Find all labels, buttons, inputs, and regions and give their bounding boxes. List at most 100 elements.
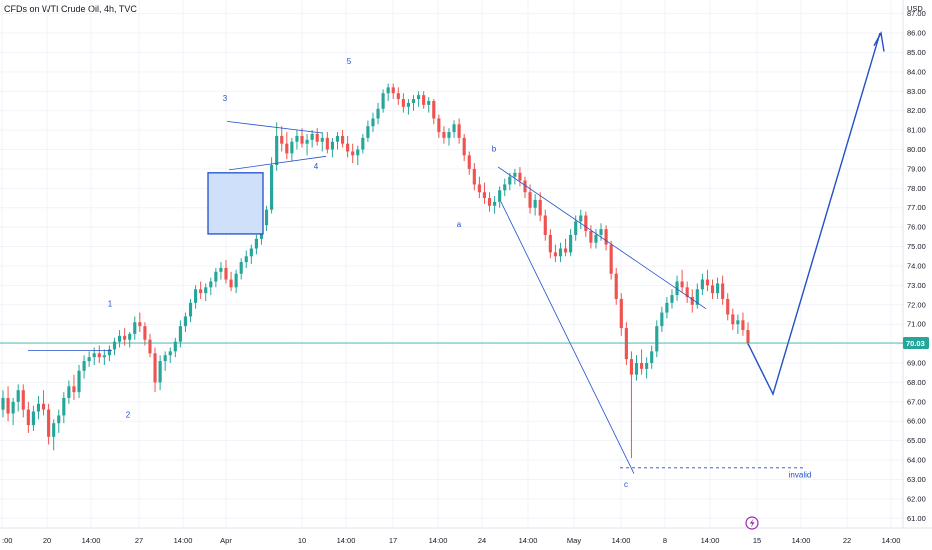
candle-body bbox=[92, 353, 96, 358]
candle-body bbox=[219, 267, 223, 272]
time-tick: :00 bbox=[2, 536, 12, 545]
candle-body bbox=[239, 262, 243, 274]
candle-body bbox=[87, 357, 91, 362]
candle-body bbox=[280, 135, 284, 144]
candle-body bbox=[320, 137, 324, 142]
candle-body bbox=[102, 355, 106, 358]
candle-body bbox=[655, 326, 659, 352]
wedge-lower-line[interactable] bbox=[500, 201, 635, 474]
price-tick: 76.00 bbox=[907, 223, 926, 232]
candle-body bbox=[401, 99, 405, 107]
last-price: 70.03 bbox=[0, 337, 929, 350]
candle-body bbox=[487, 198, 492, 206]
candle-body bbox=[305, 139, 309, 144]
candle-body bbox=[386, 87, 390, 94]
candle-body bbox=[391, 87, 395, 94]
candle-body bbox=[234, 273, 238, 288]
candle-body bbox=[254, 238, 258, 249]
price-tick: 80.00 bbox=[907, 145, 926, 154]
candle-body bbox=[77, 370, 81, 393]
price-tick: 73.00 bbox=[907, 281, 926, 290]
drawings[interactable] bbox=[28, 30, 885, 474]
candle-body bbox=[680, 281, 684, 288]
price-scale-bg bbox=[903, 0, 932, 550]
price-tag-label: 70.03 bbox=[906, 339, 925, 348]
triangle-lower-line[interactable] bbox=[228, 155, 327, 171]
candle-body bbox=[746, 330, 750, 344]
candle-body bbox=[26, 409, 30, 426]
candle-body bbox=[741, 320, 745, 331]
candle-body bbox=[533, 199, 537, 208]
candle-body bbox=[163, 355, 167, 362]
price-tick: 84.00 bbox=[907, 67, 926, 76]
candle-body bbox=[128, 333, 132, 340]
candle-body bbox=[133, 322, 137, 334]
time-tick: 8 bbox=[663, 536, 667, 545]
price-tick: 86.00 bbox=[907, 29, 926, 38]
candle-body bbox=[422, 95, 426, 105]
candle-body bbox=[477, 184, 481, 193]
candle-body bbox=[264, 209, 269, 226]
candle-body bbox=[112, 341, 117, 350]
candle-body bbox=[356, 149, 360, 156]
candle-body bbox=[665, 302, 669, 313]
candle-body bbox=[614, 273, 618, 299]
candle-body bbox=[330, 141, 334, 150]
candle-body bbox=[249, 248, 253, 257]
candle-body bbox=[290, 141, 294, 154]
price-tag bbox=[903, 337, 929, 350]
candle-body bbox=[508, 176, 512, 185]
candle-body bbox=[36, 403, 41, 412]
time-scale[interactable]: :00 20 14:00 27 14:00 Apr 10 14:00 17 14:00 24 14:0… bbox=[2, 536, 900, 545]
time-tick: 14:00 bbox=[701, 536, 720, 545]
candle-body bbox=[52, 423, 56, 437]
candle-body bbox=[270, 165, 274, 210]
time-tick: 14:00 bbox=[174, 536, 193, 545]
candle-body bbox=[609, 244, 613, 274]
candle-body bbox=[411, 99, 416, 103]
candle-body bbox=[482, 192, 487, 199]
candle-body bbox=[462, 137, 466, 156]
price-tick: 68.00 bbox=[907, 378, 926, 387]
candle-body bbox=[437, 118, 441, 133]
wave-label: 2 bbox=[126, 410, 131, 419]
candle-body bbox=[107, 349, 111, 356]
candle-body bbox=[194, 289, 198, 303]
candle-body bbox=[285, 143, 289, 154]
candle-body bbox=[209, 281, 213, 288]
candle-body bbox=[173, 341, 177, 352]
candle-body bbox=[467, 155, 471, 169]
projection-path[interactable] bbox=[747, 32, 881, 396]
price-tick: 87.00 bbox=[907, 9, 926, 18]
price-tick: 66.00 bbox=[907, 417, 926, 426]
candle-body bbox=[199, 289, 203, 294]
candle-body bbox=[695, 289, 699, 305]
candle-body bbox=[584, 215, 588, 232]
triangle-upper-line[interactable] bbox=[226, 120, 323, 134]
time-tick: 14:00 bbox=[337, 536, 356, 545]
candle-body bbox=[148, 339, 152, 354]
candle-body bbox=[315, 133, 319, 142]
candle-body bbox=[700, 279, 704, 290]
grid bbox=[0, 0, 903, 528]
candle-body bbox=[650, 351, 654, 364]
candle-body bbox=[710, 285, 715, 294]
candle-body bbox=[47, 409, 51, 437]
gap-box[interactable] bbox=[207, 172, 264, 235]
candle-body bbox=[493, 201, 497, 206]
events-icon[interactable] bbox=[745, 516, 759, 530]
candle-body bbox=[417, 95, 421, 100]
time-tick: 15 bbox=[753, 536, 761, 545]
candle-body bbox=[599, 229, 603, 235]
price-scale[interactable]: USD 61.00 62.00 63.00 64.00 65.00 66.00 67.00 68… bbox=[907, 4, 926, 523]
price-tick: 75.00 bbox=[907, 242, 926, 251]
candle-body bbox=[442, 132, 446, 138]
candle-body bbox=[736, 320, 740, 325]
candle-body bbox=[31, 411, 35, 426]
chart-title: CFDs on WTI Crude Oil, 4h, TVC bbox=[4, 4, 137, 14]
candle-body bbox=[538, 199, 542, 216]
time-tick: 20 bbox=[43, 536, 51, 545]
candle-body bbox=[685, 287, 689, 298]
wedge-upper-line[interactable] bbox=[497, 166, 707, 310]
